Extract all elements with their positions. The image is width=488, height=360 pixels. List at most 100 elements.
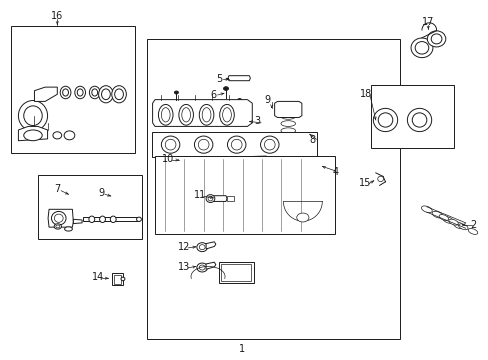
Text: 11: 11 bbox=[193, 190, 205, 200]
Ellipse shape bbox=[281, 107, 295, 112]
Ellipse shape bbox=[237, 99, 241, 102]
Ellipse shape bbox=[54, 224, 61, 229]
Text: 12: 12 bbox=[178, 242, 190, 252]
Ellipse shape bbox=[77, 89, 83, 96]
Ellipse shape bbox=[222, 108, 231, 122]
Bar bbox=[83, 217, 139, 221]
Ellipse shape bbox=[199, 245, 204, 249]
Ellipse shape bbox=[427, 31, 445, 47]
Ellipse shape bbox=[223, 111, 232, 115]
Polygon shape bbox=[220, 106, 235, 124]
Bar bbox=[112, 273, 122, 285]
Text: 1: 1 bbox=[239, 343, 244, 354]
Ellipse shape bbox=[442, 217, 453, 224]
Text: 17: 17 bbox=[421, 17, 434, 27]
Ellipse shape bbox=[121, 277, 124, 281]
Ellipse shape bbox=[19, 100, 47, 131]
Ellipse shape bbox=[407, 108, 431, 132]
Ellipse shape bbox=[64, 131, 75, 140]
Ellipse shape bbox=[56, 225, 60, 228]
Ellipse shape bbox=[75, 86, 85, 99]
Ellipse shape bbox=[223, 121, 232, 124]
Bar bbox=[11, 26, 135, 153]
Ellipse shape bbox=[264, 139, 275, 150]
Ellipse shape bbox=[158, 104, 173, 125]
Text: 16: 16 bbox=[51, 12, 63, 21]
Ellipse shape bbox=[411, 113, 426, 127]
Text: 13: 13 bbox=[178, 262, 190, 272]
Text: 7: 7 bbox=[54, 184, 61, 194]
Ellipse shape bbox=[199, 104, 213, 125]
Ellipse shape bbox=[219, 104, 234, 125]
Ellipse shape bbox=[377, 113, 392, 127]
Ellipse shape bbox=[24, 130, 42, 141]
Ellipse shape bbox=[431, 211, 442, 218]
Polygon shape bbox=[73, 219, 82, 224]
Ellipse shape bbox=[296, 213, 308, 222]
Ellipse shape bbox=[179, 104, 193, 125]
Ellipse shape bbox=[99, 86, 113, 103]
Text: 3: 3 bbox=[254, 116, 260, 126]
Ellipse shape bbox=[161, 108, 170, 122]
Polygon shape bbox=[152, 100, 252, 126]
Ellipse shape bbox=[54, 214, 63, 222]
Polygon shape bbox=[212, 196, 226, 202]
Ellipse shape bbox=[89, 86, 100, 99]
Text: 9: 9 bbox=[264, 95, 270, 105]
Ellipse shape bbox=[198, 139, 208, 150]
Ellipse shape bbox=[468, 229, 477, 234]
Ellipse shape bbox=[51, 211, 66, 225]
Bar bbox=[219, 262, 254, 283]
Bar bbox=[147, 39, 399, 339]
Text: 2: 2 bbox=[469, 220, 475, 230]
Polygon shape bbox=[274, 102, 301, 117]
Ellipse shape bbox=[64, 227, 72, 231]
Polygon shape bbox=[205, 262, 215, 269]
Ellipse shape bbox=[260, 136, 279, 153]
Ellipse shape bbox=[448, 219, 457, 225]
Ellipse shape bbox=[223, 107, 232, 111]
Ellipse shape bbox=[110, 216, 116, 222]
Ellipse shape bbox=[414, 41, 428, 54]
Ellipse shape bbox=[377, 176, 383, 181]
Polygon shape bbox=[19, 126, 47, 141]
Text: 14: 14 bbox=[91, 272, 103, 282]
Ellipse shape bbox=[421, 206, 431, 213]
Text: 9: 9 bbox=[98, 188, 104, 198]
Ellipse shape bbox=[438, 215, 447, 220]
Text: 10: 10 bbox=[161, 154, 173, 164]
Polygon shape bbox=[205, 242, 215, 249]
Text: 8: 8 bbox=[309, 135, 315, 145]
Ellipse shape bbox=[281, 113, 295, 119]
Bar bbox=[152, 132, 317, 157]
Ellipse shape bbox=[372, 108, 397, 132]
Ellipse shape bbox=[458, 224, 467, 230]
Polygon shape bbox=[176, 156, 266, 161]
Ellipse shape bbox=[102, 89, 110, 100]
Text: 4: 4 bbox=[332, 167, 338, 177]
Ellipse shape bbox=[281, 121, 295, 126]
Ellipse shape bbox=[199, 265, 204, 270]
Ellipse shape bbox=[100, 216, 105, 222]
Ellipse shape bbox=[202, 108, 210, 122]
Ellipse shape bbox=[207, 196, 212, 201]
Ellipse shape bbox=[161, 136, 180, 153]
Ellipse shape bbox=[452, 222, 464, 229]
Bar bbox=[114, 275, 121, 284]
Bar bbox=[155, 156, 334, 234]
Ellipse shape bbox=[115, 89, 123, 100]
Polygon shape bbox=[48, 209, 73, 227]
Ellipse shape bbox=[223, 116, 232, 120]
Ellipse shape bbox=[165, 139, 176, 150]
Ellipse shape bbox=[62, 89, 68, 96]
Polygon shape bbox=[227, 76, 250, 81]
Ellipse shape bbox=[174, 91, 178, 94]
Ellipse shape bbox=[89, 216, 95, 222]
Ellipse shape bbox=[92, 89, 98, 96]
Ellipse shape bbox=[182, 108, 190, 122]
Bar bbox=[370, 85, 453, 148]
Bar bbox=[221, 264, 251, 281]
Text: 6: 6 bbox=[210, 90, 217, 100]
Text: 5: 5 bbox=[216, 74, 222, 84]
Ellipse shape bbox=[136, 217, 141, 221]
